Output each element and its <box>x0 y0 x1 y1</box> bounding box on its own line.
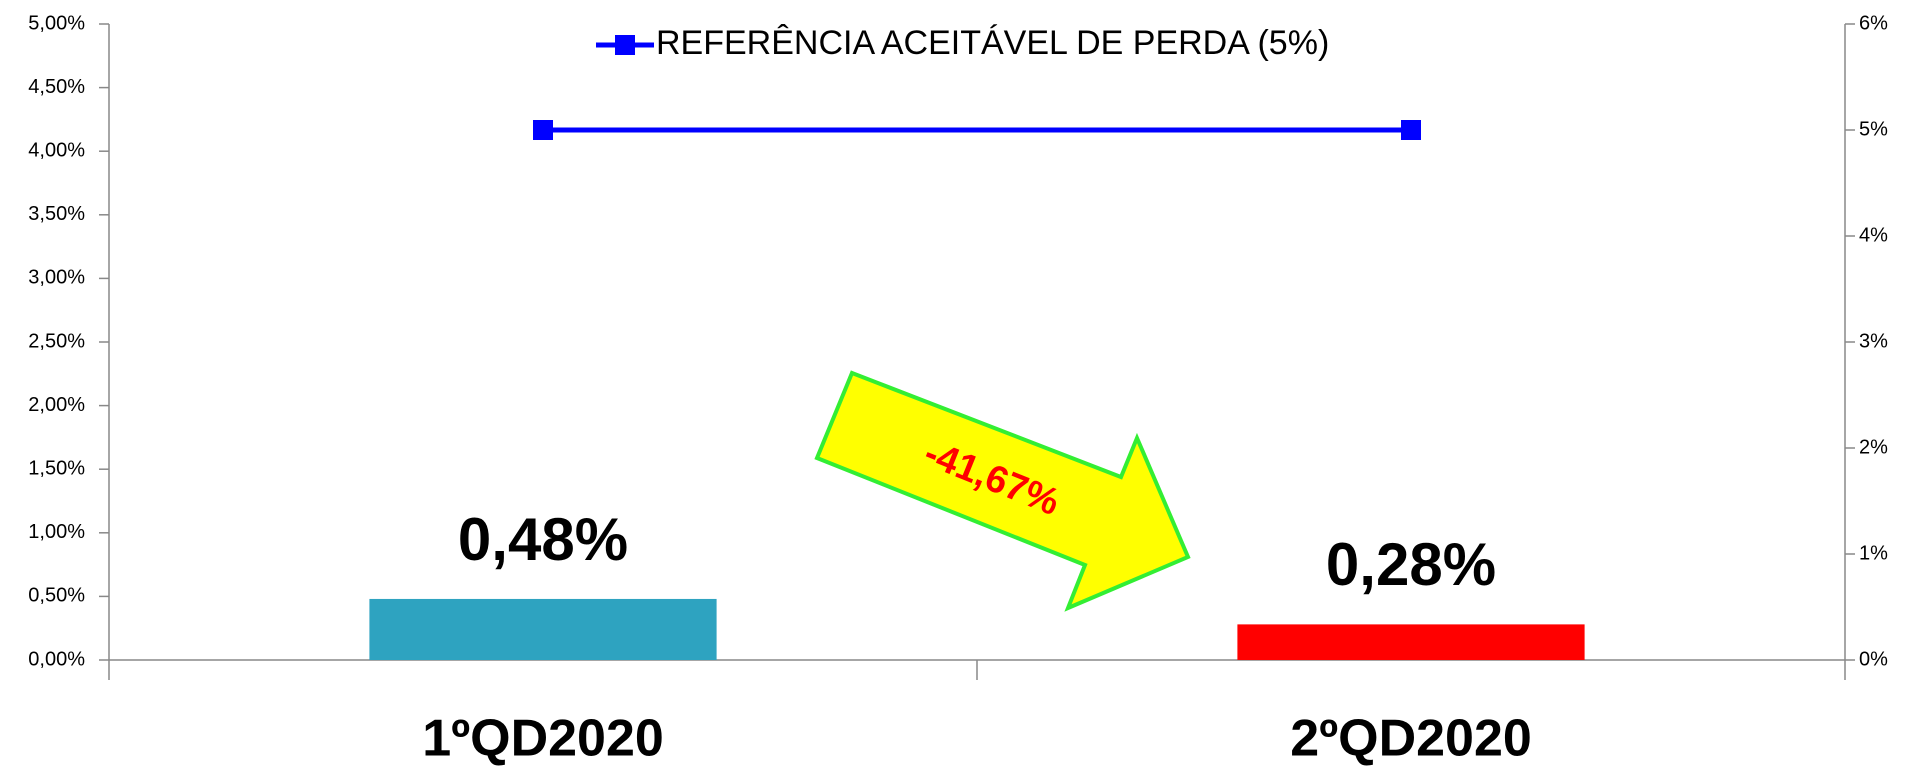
x-tick-label: 2ºQD2020 <box>1290 710 1532 768</box>
y-tick-label: 2,50% <box>28 330 85 352</box>
y-tick-label: 3,00% <box>28 267 85 289</box>
legend-label: REFERÊNCIA ACEITÁVEL DE PERDA (5%) <box>656 24 1329 62</box>
y2-tick-label: 5% <box>1859 118 1888 140</box>
y-tick-label: 0,50% <box>28 585 85 607</box>
y2-tick-label: 2% <box>1859 436 1888 458</box>
y-tick-label: 1,00% <box>28 521 85 543</box>
bar <box>1237 624 1585 660</box>
y2-tick-label: 3% <box>1859 330 1888 352</box>
y-tick-label: 5,00% <box>28 12 85 34</box>
y-tick-label: 3,50% <box>28 203 85 225</box>
y-tick-label: 4,00% <box>28 139 85 161</box>
x-tick-label: 1ºQD2020 <box>422 710 664 768</box>
y2-tick-label: 0% <box>1859 648 1888 670</box>
y2-tick-label: 6% <box>1859 12 1888 34</box>
y-tick-label: 2,00% <box>28 394 85 416</box>
y-tick-label: 4,50% <box>28 76 85 98</box>
value-label: 0,48% <box>458 506 628 573</box>
y2-tick-label: 1% <box>1859 542 1888 564</box>
bar <box>369 598 717 660</box>
y-tick-label: 1,50% <box>28 457 85 479</box>
line-marker <box>1401 120 1421 140</box>
y2-tick-label: 4% <box>1859 224 1888 246</box>
line-marker <box>533 120 553 140</box>
y-tick-label: 0,00% <box>28 648 85 670</box>
trend-arrow <box>814 370 1191 612</box>
value-label: 0,28% <box>1326 531 1496 598</box>
legend-marker <box>615 35 635 55</box>
